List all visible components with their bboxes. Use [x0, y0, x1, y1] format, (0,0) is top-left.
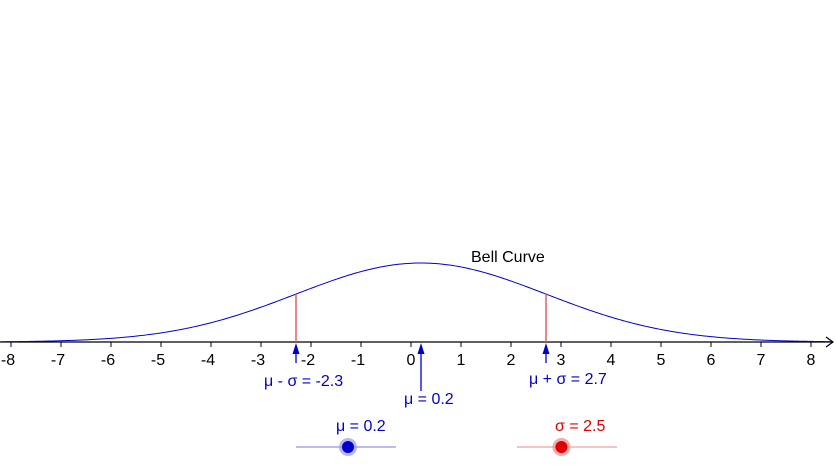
mu-slider-knob[interactable]	[342, 441, 354, 453]
mu-plus-sigma-arrow-head	[542, 343, 550, 354]
x-tick-label: -5	[151, 352, 165, 369]
x-axis-arrow	[825, 336, 835, 348]
mu-minus-sigma-arrow-head	[292, 343, 300, 354]
x-tick-label: 1	[457, 352, 466, 369]
sigma-slider-knob[interactable]	[555, 441, 568, 453]
mu-arrow-head	[417, 343, 425, 354]
mu-plus-sigma-label: μ + σ = 2.7	[529, 371, 607, 388]
x-tick-label: -1	[351, 352, 365, 369]
x-tick-label: -8	[1, 352, 15, 369]
x-tick-label: 0	[407, 352, 416, 369]
mu-slider-label: μ = 0.2	[336, 418, 386, 435]
x-axis-ticks: -8 -7 -6 -5 -4 -3 -2 -1 0 1 2 3 4 5 6 7 8	[1, 342, 816, 369]
x-tick-label: 2	[507, 352, 516, 369]
sigma-slider[interactable]: σ = 2.5	[517, 418, 617, 456]
sigma-slider-label: σ = 2.5	[555, 418, 605, 435]
curve-label: Bell Curve	[471, 249, 545, 266]
x-tick-label: 3	[557, 352, 566, 369]
mu-slider[interactable]: μ = 0.2	[296, 418, 396, 456]
x-tick-label: -6	[101, 352, 115, 369]
mu-minus-sigma-label: μ - σ = -2.3	[264, 373, 343, 390]
x-tick-label: -4	[201, 352, 215, 369]
x-tick-label: -3	[251, 352, 265, 369]
x-tick-label: -2	[301, 352, 315, 369]
mean-markers: μ - σ = -2.3 μ = 0.2 μ + σ = 2.7	[264, 343, 607, 408]
x-axis	[0, 336, 835, 348]
x-tick-label: 4	[607, 352, 616, 369]
x-tick-label: 8	[807, 352, 816, 369]
mu-label: μ = 0.2	[404, 391, 454, 408]
sigma-lines	[295, 294, 547, 342]
x-tick-label: 7	[757, 352, 766, 369]
x-tick-label: -7	[51, 352, 65, 369]
x-tick-label: 5	[657, 352, 666, 369]
x-tick-label: 6	[707, 352, 716, 369]
bell-curve[interactable]	[0, 262, 832, 343]
